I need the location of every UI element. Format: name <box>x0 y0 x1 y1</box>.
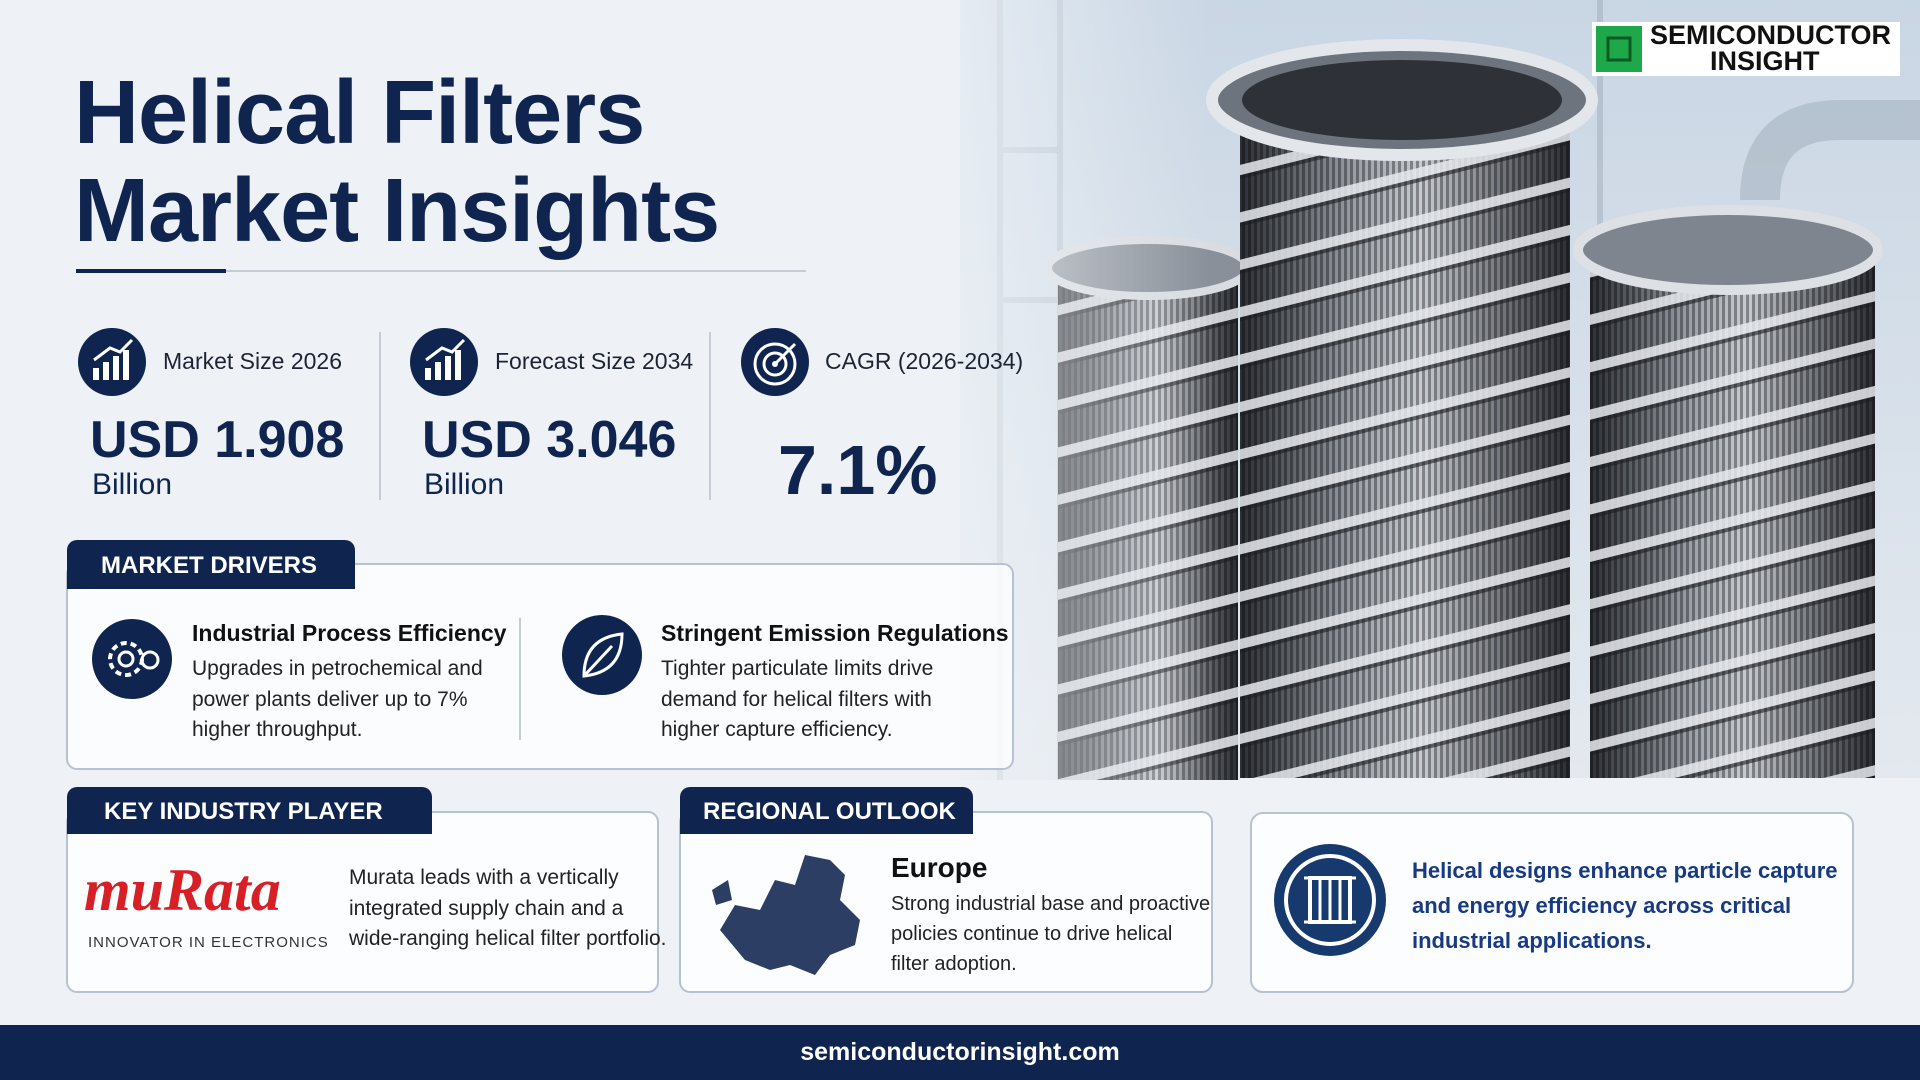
player-text: wide-ranging helical filter portfolio. <box>349 927 667 950</box>
stat-value: USD 1.908 <box>90 411 345 469</box>
driver-text: power plants deliver up to 7% <box>192 688 468 711</box>
footer-bar <box>0 1025 1920 1080</box>
title-underline <box>76 270 806 272</box>
stat-label: CAGR (2026-2034) <box>825 348 1024 374</box>
driver-text: higher capture efficiency. <box>661 718 893 741</box>
photo-edge <box>1240 778 1920 782</box>
highlight-text: Helical designs enhance particle capture <box>1412 858 1838 883</box>
regional-tab <box>680 787 973 834</box>
driver-title: Stringent Emission Regulations <box>661 620 1009 646</box>
title: Market Insights <box>74 161 720 261</box>
section-heading: REGIONAL OUTLOOK <box>703 798 956 825</box>
stat-icon <box>741 328 809 396</box>
driver-icon <box>562 615 642 695</box>
stat-unit: Billion <box>92 468 173 501</box>
title-underline-accent <box>76 269 226 273</box>
player-text: Murata leads with a vertically <box>349 866 619 889</box>
stat-value: 7.1% <box>778 431 938 509</box>
filter-cylinder <box>1573 205 1883 780</box>
logo-box <box>1592 22 1900 76</box>
stat-value: USD 3.046 <box>422 411 677 469</box>
drivers-box <box>66 563 1014 770</box>
region-text: filter adoption. <box>891 953 1017 975</box>
stat-icon <box>78 328 146 396</box>
company-logo: muRata <box>84 857 281 923</box>
driver-text: higher throughput. <box>192 718 363 741</box>
section-heading: KEY INDUSTRY PLAYER <box>104 798 383 825</box>
highlight-icon <box>1274 844 1386 956</box>
europe-map <box>720 855 860 975</box>
player-tab <box>67 787 432 834</box>
footer-url[interactable]: semiconductorinsight.com <box>800 1038 1120 1066</box>
driver-text: Tighter particulate limits drive <box>661 657 934 680</box>
logo-icon <box>1596 26 1642 72</box>
region-text: Strong industrial base and proactive <box>891 893 1211 915</box>
stat-icon <box>410 328 478 396</box>
driver-text: demand for helical filters with <box>661 688 932 711</box>
player-text: integrated supply chain and a <box>349 897 624 920</box>
region-text: policies continue to drive helical <box>891 923 1173 945</box>
logo-text: INSIGHT <box>1710 46 1820 76</box>
region-name: Europe <box>891 852 988 883</box>
logo-chip <box>1606 36 1632 62</box>
title: Helical Filters <box>74 63 645 163</box>
driver-icon <box>92 619 172 699</box>
highlight-text: industrial applications. <box>1412 928 1652 953</box>
drivers-tab <box>67 540 355 589</box>
stat-label: Market Size 2026 <box>163 348 342 374</box>
driver-text: Upgrades in petrochemical and <box>192 657 483 680</box>
highlight-text: and energy efficiency across critical <box>1412 893 1792 918</box>
stat-label: Forecast Size 2034 <box>495 348 694 374</box>
section-heading: MARKET DRIVERS <box>101 552 318 579</box>
highlight-box <box>1250 812 1854 993</box>
company-tagline: INNOVATOR IN ELECTRONICS <box>88 934 329 951</box>
europe-map <box>712 880 732 905</box>
filter-cylinder <box>1206 39 1598 780</box>
logo-text: SEMICONDUCTOR <box>1650 20 1892 50</box>
stat-unit: Billion <box>424 468 505 501</box>
driver-title: Industrial Process Efficiency <box>192 620 507 646</box>
